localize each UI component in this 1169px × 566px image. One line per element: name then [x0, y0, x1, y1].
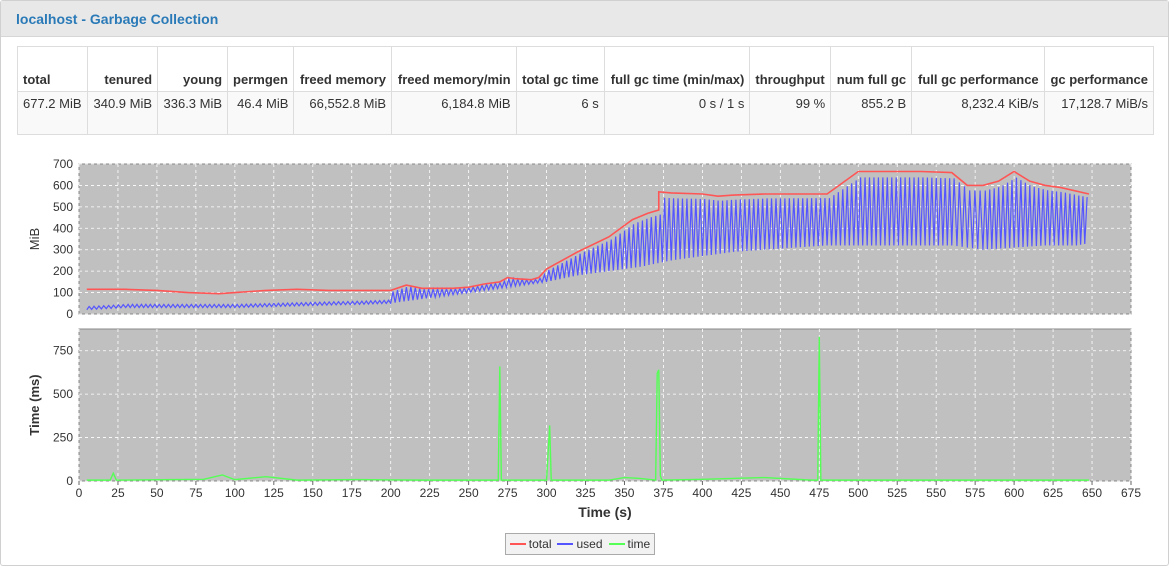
- legend-item-total: total: [509, 537, 552, 551]
- x-tick-label: 375: [653, 486, 673, 500]
- y-tick-label: 600: [53, 178, 73, 192]
- column-header: throughput: [749, 46, 832, 92]
- table-row: 677.2 MiB 340.9 MiB 336.3 MiB 46.4 MiB 6…: [16, 91, 1155, 135]
- panel-title: localhost - Garbage Collection: [16, 11, 219, 27]
- chart-legend: total used time: [505, 533, 655, 555]
- x-tick-label: 625: [1043, 486, 1063, 500]
- column-header: full gc time (min/max): [603, 46, 751, 92]
- x-tick-label: 200: [381, 486, 401, 500]
- table-cell: 66,552.8 MiB: [293, 91, 393, 135]
- series-total-line: [86, 170, 1090, 295]
- legend-label: used: [576, 537, 603, 551]
- series-used-line: [86, 177, 1088, 311]
- x-tick-label: 525: [887, 486, 907, 500]
- x-tick-label: 150: [303, 486, 323, 500]
- y-tick-label: 300: [53, 243, 73, 257]
- column-header: num full gc: [830, 46, 913, 92]
- legend-label: total: [528, 537, 552, 551]
- table-cell: 99 %: [749, 91, 832, 135]
- y-tick-label: 750: [53, 344, 73, 358]
- x-tick-label: 175: [342, 486, 362, 500]
- gc-stats-table: total tenured young permgen freed memory…: [16, 46, 1155, 135]
- x-tick-label: 575: [965, 486, 985, 500]
- x-tick-label: 450: [770, 486, 790, 500]
- x-tick-label: 425: [731, 486, 751, 500]
- legend-swatch-used: [557, 543, 574, 545]
- x-tick-label: 50: [150, 486, 164, 500]
- y-tick-label: 500: [53, 200, 73, 214]
- column-header: total gc time: [515, 46, 605, 92]
- x-tick-label: 75: [189, 486, 203, 500]
- y-tick-label: 0: [66, 474, 73, 488]
- column-header: tenured: [87, 46, 159, 92]
- column-header: total: [16, 46, 89, 92]
- column-header: young: [157, 46, 229, 92]
- gc-chart: 0 100 200 300 400 500 600 700 MiB 0 250 500 750 0 25 50…: [27, 157, 1141, 520]
- column-header: permgen: [227, 46, 295, 92]
- y-tick-label: 100: [53, 286, 73, 300]
- column-header: freed memory: [293, 46, 393, 92]
- x-tick-label: 0: [76, 486, 83, 500]
- y-tick-label: 0: [66, 307, 73, 321]
- table-cell: 0 s / 1 s: [603, 91, 751, 135]
- table-cell: 340.9 MiB: [87, 91, 159, 135]
- legend-item-time: time: [608, 537, 651, 551]
- table-cell: 6 s: [515, 91, 605, 135]
- x-tick-label: 25: [111, 486, 125, 500]
- x-tick-label: 325: [576, 486, 596, 500]
- table-cell: 677.2 MiB: [16, 91, 89, 135]
- x-tick-label: 125: [264, 486, 284, 500]
- y-axis-label: MiB: [27, 228, 42, 250]
- panel-header: localhost - Garbage Collection: [1, 1, 1168, 37]
- x-tick-label: 350: [614, 486, 634, 500]
- table-cell: 855.2 B: [830, 91, 913, 135]
- table-cell: 46.4 MiB: [227, 91, 295, 135]
- x-tick-label: 475: [809, 486, 829, 500]
- column-header: full gc performance: [911, 46, 1045, 92]
- legend-item-used: used: [557, 537, 603, 551]
- legend-label: time: [627, 537, 651, 551]
- series-time-line: [86, 336, 1089, 481]
- x-tick-label: 600: [1004, 486, 1024, 500]
- x-tick-label: 275: [498, 486, 518, 500]
- x-tick-label: 250: [459, 486, 479, 500]
- table-cell: 336.3 MiB: [157, 91, 229, 135]
- x-axis-label: Time (s): [578, 504, 631, 520]
- x-tick-label: 550: [926, 486, 946, 500]
- column-header: gc performance: [1043, 46, 1155, 92]
- y-tick-label: 500: [53, 387, 73, 401]
- table-cell: 8,232.4 KiB/s: [911, 91, 1045, 135]
- time-plot-area: [78, 328, 1132, 482]
- x-tick-label: 500: [848, 486, 868, 500]
- x-tick-label: 400: [692, 486, 712, 500]
- table-header-row: total tenured young permgen freed memory…: [16, 46, 1155, 92]
- legend-swatch-time: [608, 543, 625, 545]
- y-tick-label: 250: [53, 431, 73, 445]
- y-tick-label: 200: [53, 264, 73, 278]
- table-cell: 6,184.8 MiB: [391, 91, 517, 135]
- y-tick-label: 700: [53, 157, 73, 171]
- x-tick-label: 300: [537, 486, 557, 500]
- column-header: freed memory/min: [391, 46, 517, 92]
- x-tick-label: 225: [420, 486, 440, 500]
- y-tick-label: 400: [53, 221, 73, 235]
- legend-swatch-total: [509, 543, 526, 545]
- x-tick-label: 675: [1121, 486, 1141, 500]
- x-tick-label: 100: [225, 486, 245, 500]
- table-cell: 17,128.7 MiB/s: [1043, 91, 1155, 135]
- x-tick-label: 650: [1082, 486, 1102, 500]
- y-axis-label: Time (ms): [27, 374, 42, 435]
